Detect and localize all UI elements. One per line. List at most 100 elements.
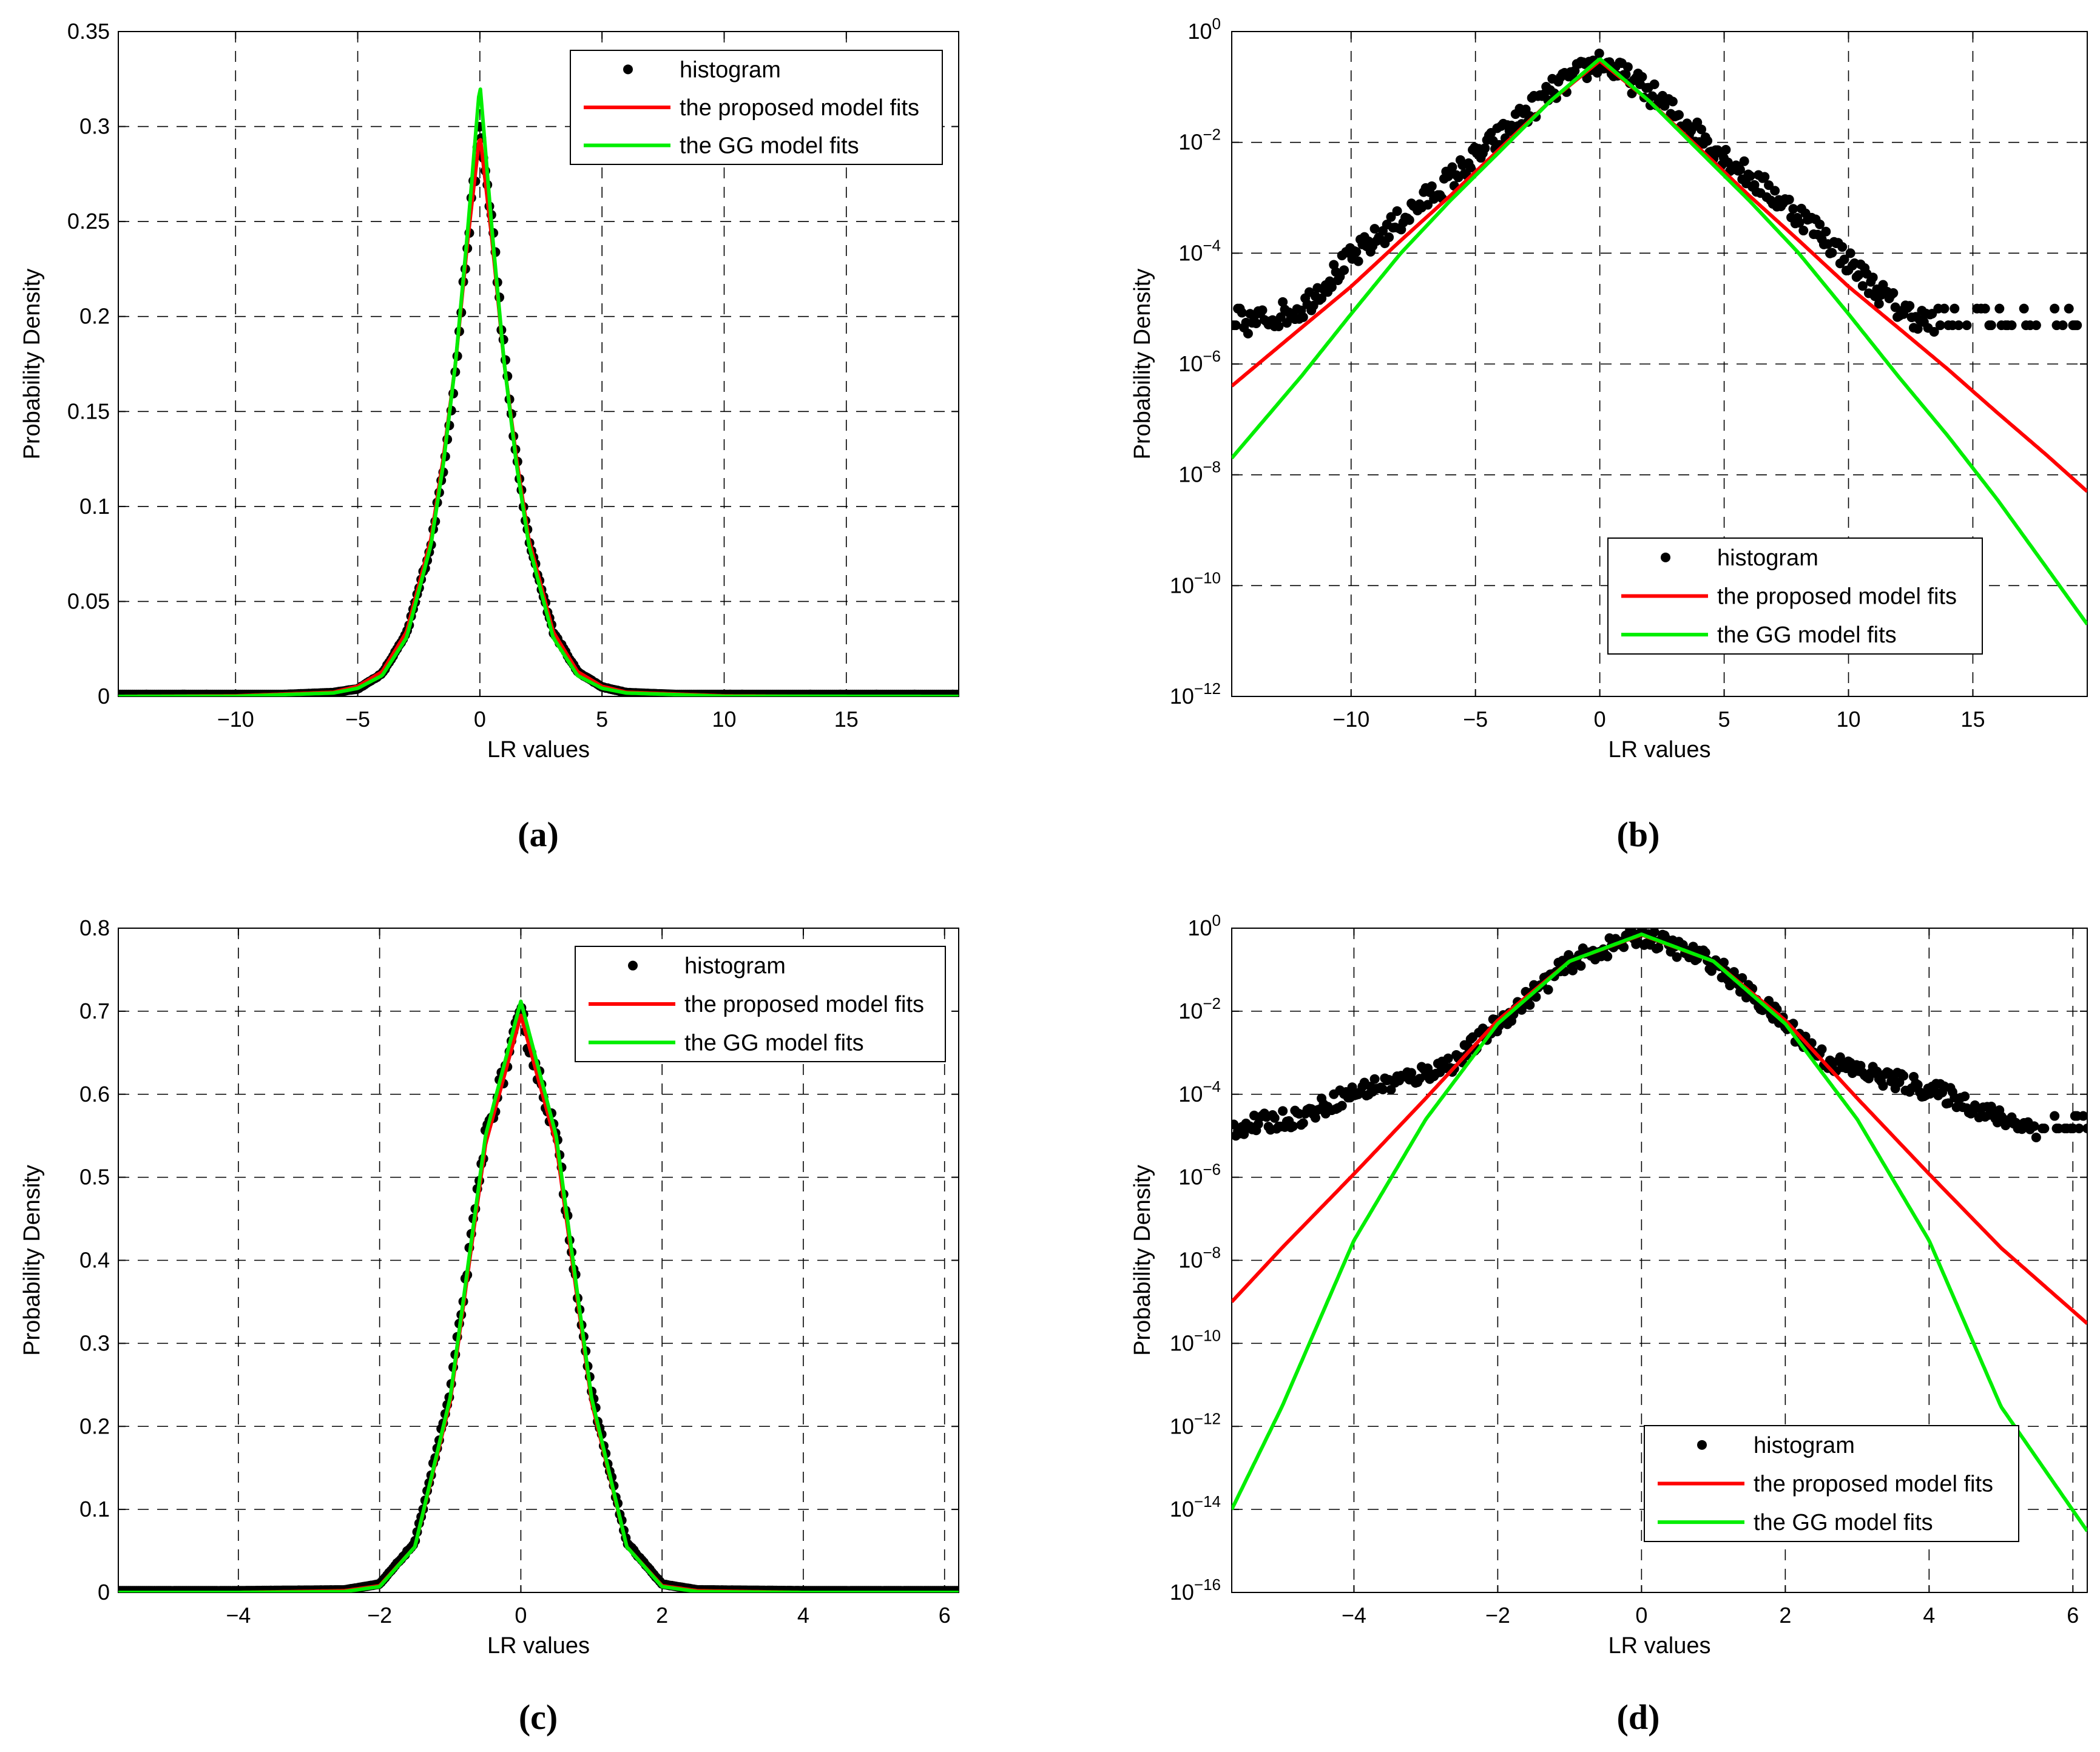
histogram-point (1465, 163, 1476, 173)
x-tick-label: −5 (345, 707, 370, 732)
histogram-point (1275, 312, 1286, 322)
histogram-series (1232, 49, 2082, 339)
histogram-point (1703, 136, 1713, 146)
y-tick-label: 100 (1187, 15, 1221, 44)
x-axis-label: LR values (487, 1633, 590, 1659)
histogram-point (1576, 961, 1586, 971)
histogram-point (1404, 215, 1414, 225)
histogram-point (1310, 1113, 1320, 1123)
x-tick-label: 5 (596, 707, 608, 732)
histogram-point (1649, 928, 1659, 937)
histogram-point (1817, 1044, 1827, 1054)
histogram-point (1845, 248, 1855, 258)
histogram-point (1384, 232, 1394, 243)
legend-label: the GG model fits (1754, 1510, 1933, 1535)
histogram-point (1913, 1080, 1923, 1090)
histogram-point (1649, 79, 1659, 90)
histogram-point (1667, 96, 1678, 107)
histogram-point (1857, 281, 1868, 291)
histogram-point (1298, 312, 1308, 322)
y-tick-label: 100 (1187, 911, 1221, 940)
histogram-point (2039, 1124, 2050, 1134)
x-tick-label: 15 (834, 707, 859, 732)
histogram-point (1745, 171, 1755, 181)
histogram-point (1317, 293, 1327, 303)
legend: histogram the proposed model fits the GG m… (1644, 1425, 2019, 1542)
legend-label: histogram (1754, 1433, 1855, 1458)
histogram-point (1447, 162, 1457, 172)
histogram-point (1480, 143, 1490, 153)
x-tick-label: 2 (1779, 1603, 1791, 1628)
legend-marker-histogram (1697, 1440, 1707, 1450)
gg-model-curve (118, 87, 959, 696)
histogram-point (1278, 297, 1288, 307)
histogram-point (2058, 320, 2068, 331)
x-tick-label: −10 (1332, 707, 1369, 732)
histogram-point (1899, 1071, 1909, 1081)
x-tick-label: −10 (217, 707, 254, 732)
y-tick-label: 0.2 (79, 1413, 110, 1438)
y-tick-label: 10−4 (1178, 1077, 1221, 1107)
panel-d: −4 −2 0 2 4 6 100 10−2 10−4 10−6 10−8 10−10 10−12 10−… (1130, 911, 2088, 1737)
histogram-point (1839, 254, 1849, 264)
histogram-point (1815, 219, 1825, 229)
legend: histogram the proposed model fits the GG m… (575, 946, 946, 1062)
histogram-point (1735, 164, 1745, 175)
histogram-point (1339, 265, 1349, 275)
histogram-point (1692, 117, 1703, 127)
histogram-point (1994, 303, 2005, 314)
histogram-point (1960, 1091, 1970, 1102)
panel-a: −10 −5 0 5 10 15 0 0.05 0.1 0.15 0.2 0.25 0.3 0.35 LR … (19, 19, 959, 854)
x-tick-label: −5 (1463, 707, 1488, 732)
histogram-point (1986, 320, 1996, 331)
legend-marker-histogram (623, 64, 633, 75)
histogram-point (1953, 320, 1963, 331)
y-tick-label: 0.1 (79, 494, 110, 519)
x-tick-label: 15 (1960, 707, 1985, 732)
histogram-point (1602, 951, 1613, 962)
histogram-point (1426, 181, 1437, 191)
x-tick-label: −2 (367, 1603, 392, 1628)
y-tick-label: 10−16 (1170, 1575, 1221, 1605)
y-tick-label: 10−12 (1170, 1409, 1221, 1438)
histogram-point (1794, 218, 1805, 228)
legend: histogram the proposed model fits the GG m… (570, 50, 943, 165)
y-tick-label: 10−2 (1178, 994, 1221, 1023)
histogram-point (1232, 320, 1241, 331)
histogram-point (1878, 1080, 1888, 1091)
histogram-point (1874, 298, 1884, 309)
y-tick-label: 10−6 (1178, 347, 1221, 376)
histogram-point (1269, 1113, 1280, 1123)
legend-label: the GG model fits (1717, 622, 1897, 648)
histogram-point (1308, 300, 1318, 311)
panel-label: (d) (1617, 1697, 1660, 1737)
histogram-point (1525, 1000, 1535, 1010)
histogram-point (1872, 1066, 1882, 1077)
histogram-point (1827, 248, 1837, 258)
x-tick-label: 5 (1718, 707, 1730, 732)
histogram-point (2050, 1111, 2060, 1121)
y-tick-label: 0.3 (79, 114, 110, 139)
panel-label: (b) (1617, 815, 1660, 854)
histogram-point (1637, 72, 1647, 82)
histogram-point (1913, 324, 1923, 334)
y-tick-label: 10−4 (1178, 236, 1221, 265)
histogram-point (1837, 242, 1848, 252)
legend-label: the proposed model fits (684, 992, 924, 1017)
legend-label: the GG model fits (680, 133, 859, 159)
x-axis-label: LR values (1609, 1633, 1711, 1659)
x-tick-label: 10 (1836, 707, 1860, 732)
histogram-point (1278, 1106, 1288, 1116)
gg-model-curve (1232, 57, 2087, 625)
histogram-point (1237, 308, 1247, 318)
x-tick-label: 4 (797, 1603, 809, 1628)
histogram-point (2007, 320, 2017, 331)
histogram-point (1378, 1084, 1388, 1094)
histogram-point (1737, 973, 1747, 983)
histogram-point (1764, 180, 1774, 190)
x-tick-label: 0 (515, 1603, 527, 1628)
data-layer (118, 87, 959, 696)
histogram-series (1232, 928, 2087, 1142)
histogram-point (1696, 124, 1706, 135)
